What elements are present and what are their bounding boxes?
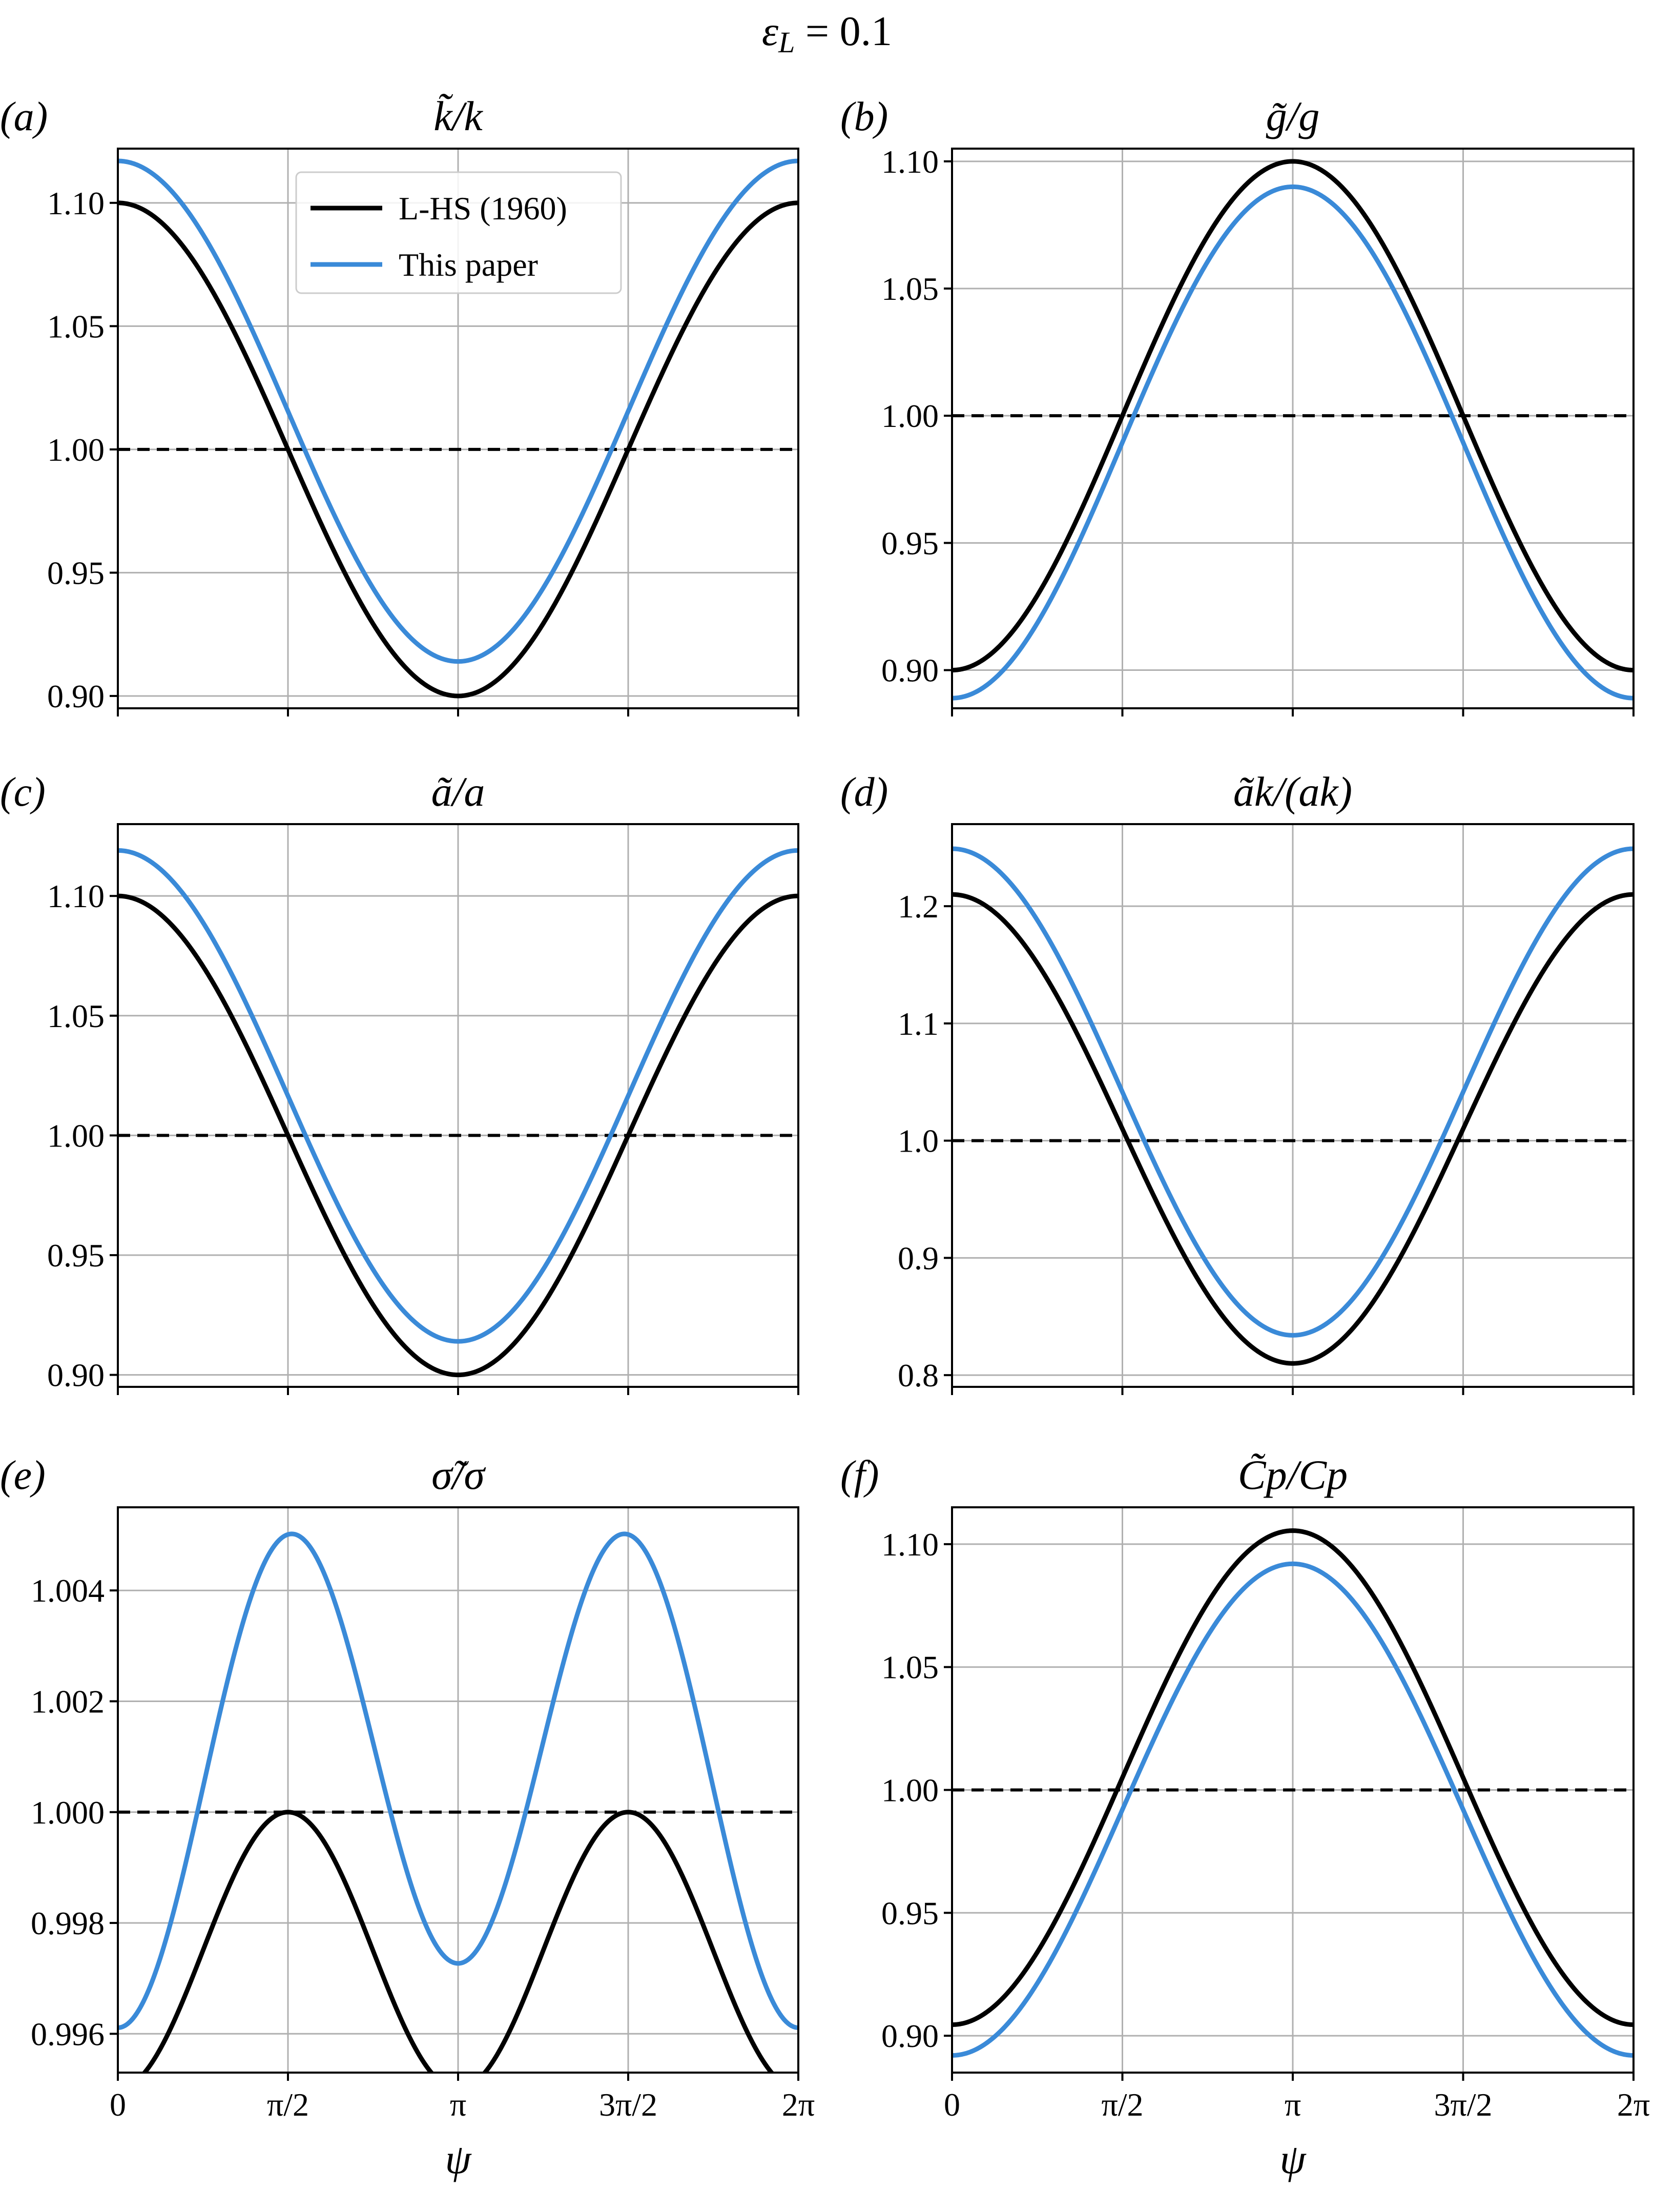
x-axis-label: ψ [1280,2136,1307,2182]
y-tick-label: 1.1 [898,1006,939,1042]
y-tick-label: 0.90 [47,1357,105,1394]
panels: 0.900.951.001.051.10(a) k̃/kL-HS (1960)Th… [0,93,1650,2182]
series-line-lhs [118,893,798,1378]
series-line-paper [952,1561,1634,2058]
y-tick-label: 1.10 [47,878,105,914]
series-line-paper [118,1531,798,2030]
panel-label: (d) [840,770,888,815]
panel-e: 0.996 0.998 1.000 1.002 1.004 0 π/2 π 3π/2 2π ψ (e)… [0,1451,815,2182]
x-tick-label: 3π/2 [599,2086,657,2123]
x-tick-label: 2π [1617,2086,1650,2123]
y-tick-label: 0.90 [881,652,939,689]
panel-label: (e) [0,1453,46,1498]
series-line-paper [952,846,1634,1338]
series-line-lhs [952,159,1634,673]
x-tick-label: π [450,2086,466,2123]
panel-b: 0.90 0.95 1.00 1.05 1.10 (b) g̃/g [840,93,1635,716]
y-tick-label: 1.05 [881,271,939,307]
figure-suptitle: εL = 0.1 [762,8,892,59]
series-line-lhs [141,1810,775,2073]
series-line-paper [118,158,798,664]
series-line-paper [952,184,1634,701]
y-tick-label: 1.002 [31,1683,105,1719]
x-tick-label: 0 [110,2086,126,2123]
panel-d: 0.8 0.9 1.0 1.1 1.2 (d) ãk/(ak) [840,768,1635,1395]
series-line-paper [118,848,798,1344]
panel-title: k̃/k [433,93,483,139]
series-group [118,1531,798,2073]
y-tick-label: 0.90 [881,2018,939,2054]
x-axis-label: ψ [445,2136,472,2182]
panel-f: 0.90 0.95 1.00 1.05 1.10 0 π/2 π 3π/2 2π ψ (f) C̃p/C… [840,1451,1650,2182]
x-tick-label: π [1285,2086,1301,2123]
y-tick-label: 0.90 [47,678,105,714]
series-line-lhs [952,1528,1634,2027]
y-tick-label: 0.996 [31,2016,105,2052]
y-tick-label: 1.10 [881,144,939,180]
panel-title: ãk/(ak) [1233,768,1352,815]
series-group [952,1528,1634,2058]
panel-title: g̃/g [1266,93,1320,139]
y-tick-label: 0.95 [47,1237,105,1274]
panel-label: (b) [840,94,888,139]
x-tick-label: π/2 [267,2086,309,2123]
y-tick-label: 1.10 [47,185,105,221]
legend-label-lhs: L-HS (1960) [399,190,567,227]
y-tick-label: 1.00 [881,398,939,434]
y-tick-label: 0.95 [881,525,939,561]
y-tick-label: 0.8 [898,1357,939,1394]
y-tick-label: 1.2 [898,888,939,925]
y-tick-label: 1.004 [31,1572,105,1609]
series-group [952,846,1634,1366]
series-line-lhs [118,200,798,699]
legend-label-paper: This paper [399,247,538,283]
y-tick-label: 0.95 [47,555,105,591]
panel-c: 0.90 0.95 1.00 1.05 1.10 (c) ã/a [0,768,799,1395]
y-tick-label: 0.95 [881,1895,939,1931]
panel-label: (f) [840,1453,879,1498]
series-group [118,848,798,1378]
panel-label: (a) [0,94,48,139]
y-tick-label: 1.0 [898,1123,939,1159]
x-tick-label: π/2 [1101,2086,1143,2123]
series-line-lhs [952,892,1634,1366]
y-tick-label: 1.10 [881,1526,939,1563]
y-tick-label: 1.00 [47,1117,105,1154]
x-tick-label: 3π/2 [1434,2086,1492,2123]
panel-label: (c) [0,770,46,815]
y-tick-label: 0.998 [31,1905,105,1941]
panel-title: ã/a [431,768,485,815]
y-tick-label: 1.05 [47,308,105,344]
panel-a: 0.90 0.95 1.00 1.05 1.10 (a) k̃/k L-HS (1960) Th… [0,93,799,716]
series-group [118,158,798,699]
x-tick-label: 2π [782,2086,815,2123]
legend: L-HS (1960) This paper [295,171,622,294]
y-tick-label: 1.00 [881,1772,939,1809]
series-group [952,159,1634,701]
y-tick-label: 1.00 [47,432,105,468]
x-tick-label: 0 [944,2086,960,2123]
panel-title: σ̃/σ [431,1451,486,1498]
y-tick-label: 1.05 [881,1649,939,1686]
y-tick-label: 1.000 [31,1794,105,1831]
y-tick-label: 1.05 [47,998,105,1034]
panel-title: C̃p/Cp [1238,1451,1348,1498]
y-tick-label: 0.9 [898,1240,939,1276]
